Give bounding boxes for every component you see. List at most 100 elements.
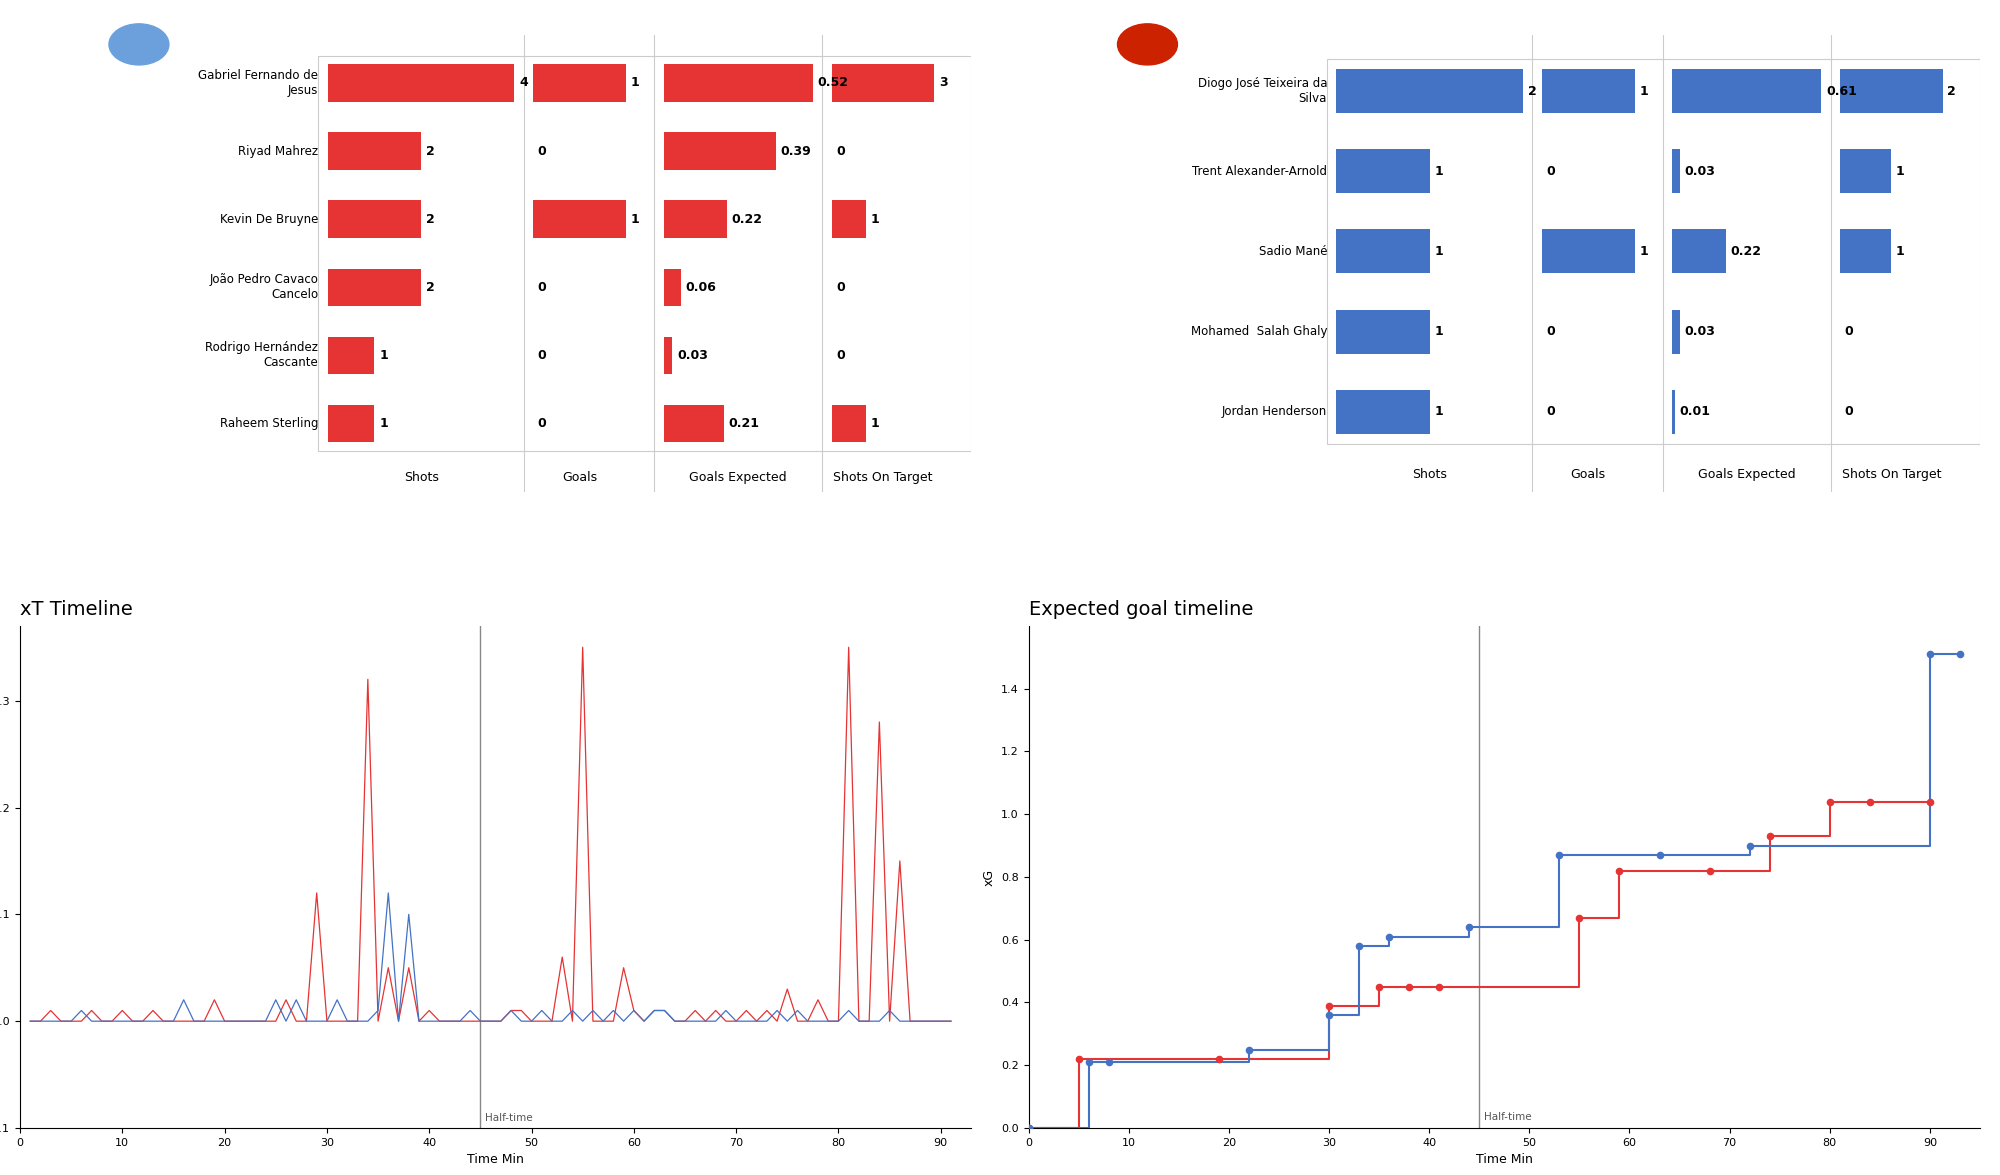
Bar <box>1542 229 1634 274</box>
Text: 1: 1 <box>1896 244 1904 258</box>
Bar <box>664 269 680 306</box>
Text: Goals Expected: Goals Expected <box>1698 468 1796 481</box>
Bar <box>1672 390 1674 434</box>
Point <box>1364 978 1396 996</box>
Text: 1: 1 <box>870 417 880 430</box>
Text: Rodrigo Hernández
Cascante: Rodrigo Hernández Cascante <box>206 342 318 369</box>
Text: 0: 0 <box>836 281 844 294</box>
Text: 0: 0 <box>1546 165 1554 177</box>
Bar <box>664 65 812 102</box>
Text: 0: 0 <box>1546 405 1554 418</box>
Text: 1: 1 <box>1434 244 1444 258</box>
Point <box>1694 861 1726 880</box>
Point <box>1564 908 1596 927</box>
Text: 0: 0 <box>836 349 844 362</box>
Bar <box>664 201 726 237</box>
Point <box>1854 792 1886 811</box>
Bar <box>1840 69 1942 113</box>
Text: 0: 0 <box>538 417 546 430</box>
Point <box>1754 827 1786 846</box>
Text: 0.39: 0.39 <box>780 145 810 157</box>
Text: 0.61: 0.61 <box>1826 85 1856 98</box>
Point <box>1644 846 1676 865</box>
Text: Sadio Mané: Sadio Mané <box>1258 244 1328 258</box>
Text: Shots On Target: Shots On Target <box>1842 468 1942 481</box>
Text: 1: 1 <box>1640 85 1648 98</box>
Text: 1: 1 <box>380 349 388 362</box>
Text: 0: 0 <box>538 349 546 362</box>
Text: 1: 1 <box>1434 165 1444 177</box>
Text: 0.01: 0.01 <box>1680 405 1710 418</box>
Y-axis label: xG: xG <box>982 868 996 886</box>
Point <box>1814 792 1846 811</box>
Bar <box>1672 149 1680 194</box>
Point <box>1394 978 1426 996</box>
Point <box>1072 1053 1104 1072</box>
Text: Mohamed  Salah Ghaly: Mohamed Salah Ghaly <box>1190 325 1328 338</box>
Text: Gabriel Fernando de
Jesus: Gabriel Fernando de Jesus <box>198 69 318 98</box>
Point <box>1012 1119 1044 1137</box>
Bar <box>832 405 866 442</box>
Bar <box>664 133 776 170</box>
Text: 0.52: 0.52 <box>818 76 848 89</box>
Bar <box>1840 229 1892 274</box>
X-axis label: Time Min: Time Min <box>468 1154 524 1167</box>
Bar <box>328 65 514 102</box>
Text: 2: 2 <box>426 281 434 294</box>
Text: 3: 3 <box>938 76 948 89</box>
Text: 0.03: 0.03 <box>1684 325 1716 338</box>
Point <box>1914 792 1946 811</box>
Bar <box>328 201 422 237</box>
Point <box>1544 846 1576 865</box>
Text: 4: 4 <box>520 76 528 89</box>
Bar <box>534 65 626 102</box>
Point <box>1344 936 1376 955</box>
Point <box>1012 1119 1044 1137</box>
Bar <box>1672 69 1822 113</box>
Bar <box>1840 149 1892 194</box>
Text: 1: 1 <box>1896 165 1904 177</box>
Text: 0.21: 0.21 <box>728 417 760 430</box>
Bar <box>1336 390 1430 434</box>
Text: 1: 1 <box>1640 244 1648 258</box>
Point <box>1314 996 1346 1015</box>
Point <box>1604 861 1636 880</box>
Text: Expected goal timeline: Expected goal timeline <box>1028 599 1252 619</box>
Bar <box>328 133 422 170</box>
Bar <box>1336 69 1522 113</box>
Point <box>1454 918 1486 936</box>
Bar <box>1336 149 1430 194</box>
Bar <box>1336 309 1430 354</box>
Text: 1: 1 <box>1434 325 1444 338</box>
Point <box>1734 837 1766 855</box>
Text: 0: 0 <box>1546 325 1554 338</box>
Text: 0.22: 0.22 <box>1730 244 1762 258</box>
Text: 0: 0 <box>538 281 546 294</box>
Text: 0: 0 <box>1844 405 1854 418</box>
Text: 2: 2 <box>426 145 434 157</box>
Text: Kevin De Bruyne: Kevin De Bruyne <box>220 213 318 226</box>
X-axis label: Time Min: Time Min <box>1476 1154 1532 1167</box>
Bar <box>1542 69 1634 113</box>
Text: xT Timeline: xT Timeline <box>20 599 132 619</box>
Text: 2: 2 <box>1528 85 1536 98</box>
Text: Trent Alexander-Arnold: Trent Alexander-Arnold <box>1192 165 1328 177</box>
Text: 0: 0 <box>538 145 546 157</box>
Point <box>1914 645 1946 664</box>
Text: 0: 0 <box>836 145 844 157</box>
Bar <box>664 337 672 374</box>
Text: Goals Expected: Goals Expected <box>690 471 788 484</box>
Text: 1: 1 <box>630 213 640 226</box>
Text: Shots: Shots <box>1412 468 1448 481</box>
Bar <box>534 201 626 237</box>
Text: Half-time: Half-time <box>486 1113 534 1122</box>
Bar <box>328 269 422 306</box>
Text: Jordan Henderson: Jordan Henderson <box>1222 405 1328 418</box>
Text: Raheem Sterling: Raheem Sterling <box>220 417 318 430</box>
Bar <box>1336 229 1430 274</box>
Text: Riyad Mahrez: Riyad Mahrez <box>238 145 318 157</box>
Text: Shots On Target: Shots On Target <box>834 471 932 484</box>
Text: Diogo José Teixeira da
Silva: Diogo José Teixeira da Silva <box>1198 78 1328 106</box>
Bar <box>1672 229 1726 274</box>
Text: 0.03: 0.03 <box>1684 165 1716 177</box>
